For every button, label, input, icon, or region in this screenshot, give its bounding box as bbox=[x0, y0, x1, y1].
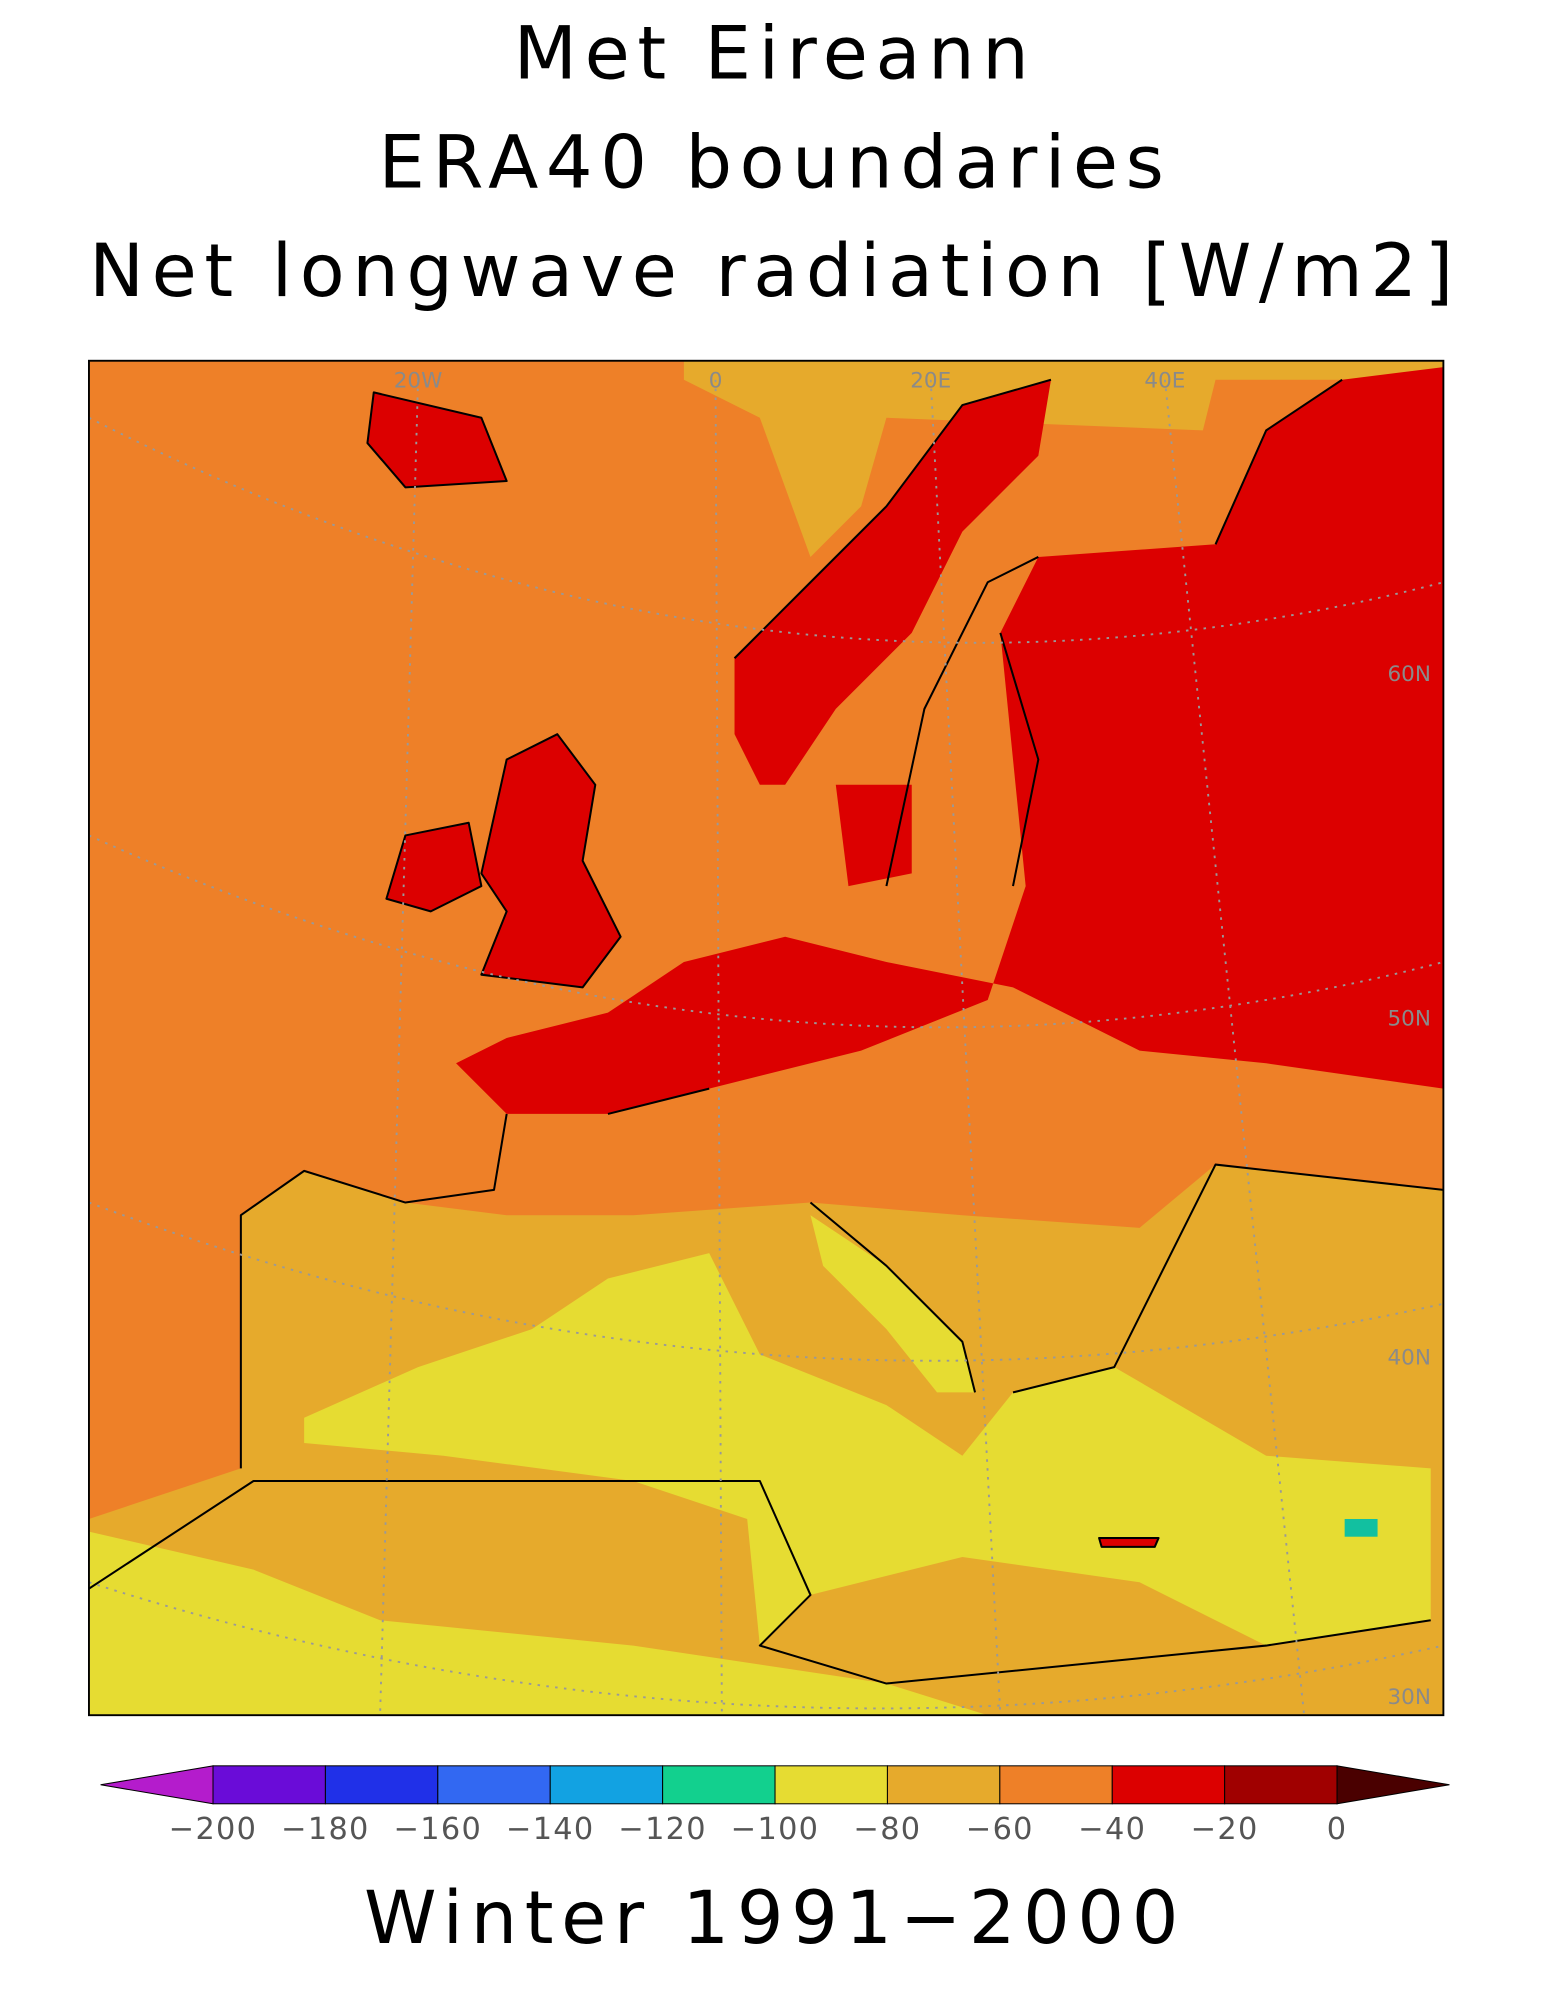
field-region bbox=[1098, 1536, 1160, 1548]
footer: Winter 1991−2000 bbox=[364, 1876, 1186, 1961]
field-region bbox=[683, 360, 1444, 557]
colorbar: −200 −180 −160 −140 −120 −100 −80 −60 −40 −20 0 bbox=[100, 1765, 1450, 1847]
colorbar-box bbox=[1224, 1765, 1338, 1805]
lon-label: 20E bbox=[910, 368, 951, 393]
colorbar-extension bbox=[100, 1765, 214, 1805]
map-frame bbox=[88, 359, 1445, 1717]
lat-label: 30N bbox=[1387, 1685, 1430, 1710]
lat-label: 40N bbox=[1387, 1346, 1430, 1371]
colorbar-tick-label: −120 bbox=[618, 1812, 706, 1847]
graticule-labels: 20W 0 20E 40E 60N 50N 40N 30N bbox=[394, 368, 1431, 1709]
colorbar-tick-label: −20 bbox=[1191, 1812, 1259, 1847]
colorbar-box bbox=[549, 1765, 664, 1805]
field-region bbox=[1344, 1518, 1378, 1537]
field-region bbox=[456, 367, 1444, 1114]
colorbar-tick-label: −60 bbox=[966, 1812, 1034, 1847]
colorbar-tick-label: −180 bbox=[281, 1812, 369, 1847]
colorbar-tick-label: −100 bbox=[731, 1812, 819, 1847]
lon-label: 20W bbox=[394, 368, 443, 393]
field-region bbox=[734, 379, 1051, 785]
colorbar-box bbox=[1111, 1765, 1226, 1805]
field-region bbox=[835, 784, 912, 887]
colorbar-tick-label: −140 bbox=[506, 1812, 594, 1847]
title-line: Met Eireann bbox=[514, 11, 1037, 96]
colorbar-box bbox=[662, 1765, 776, 1805]
lon-label: 0 bbox=[709, 368, 723, 393]
colorbar-tick-label: −200 bbox=[169, 1812, 257, 1847]
field-region bbox=[480, 733, 622, 989]
colorbar-box bbox=[212, 1765, 326, 1805]
colorbar-box bbox=[999, 1765, 1113, 1805]
lat-label: 50N bbox=[1387, 1006, 1430, 1031]
field-region bbox=[366, 391, 508, 489]
colorbar-tick-label: −80 bbox=[853, 1812, 921, 1847]
title-line: Net longwave radiation [W/m2] bbox=[89, 229, 1461, 314]
field-region bbox=[810, 1215, 976, 1393]
colorbar-tick-label: −160 bbox=[394, 1812, 482, 1847]
colorbar-extension bbox=[1336, 1765, 1450, 1805]
lon-label: 40E bbox=[1144, 368, 1185, 393]
colorbar-tick-label: 0 bbox=[1327, 1812, 1348, 1847]
field-region bbox=[385, 821, 483, 913]
coastline bbox=[88, 378, 1444, 1685]
colorbar-tick-label: −40 bbox=[1078, 1812, 1146, 1847]
colorbar-box bbox=[774, 1765, 888, 1805]
colorbar-box bbox=[324, 1765, 439, 1805]
colorbar-box bbox=[437, 1765, 551, 1805]
title-line: ERA40 boundaries bbox=[379, 120, 1172, 205]
field-region bbox=[88, 1531, 988, 1716]
lat-label: 60N bbox=[1387, 662, 1430, 687]
colorbar-box bbox=[886, 1765, 1001, 1805]
map-field bbox=[88, 360, 1444, 1716]
graticule bbox=[88, 379, 1444, 1716]
